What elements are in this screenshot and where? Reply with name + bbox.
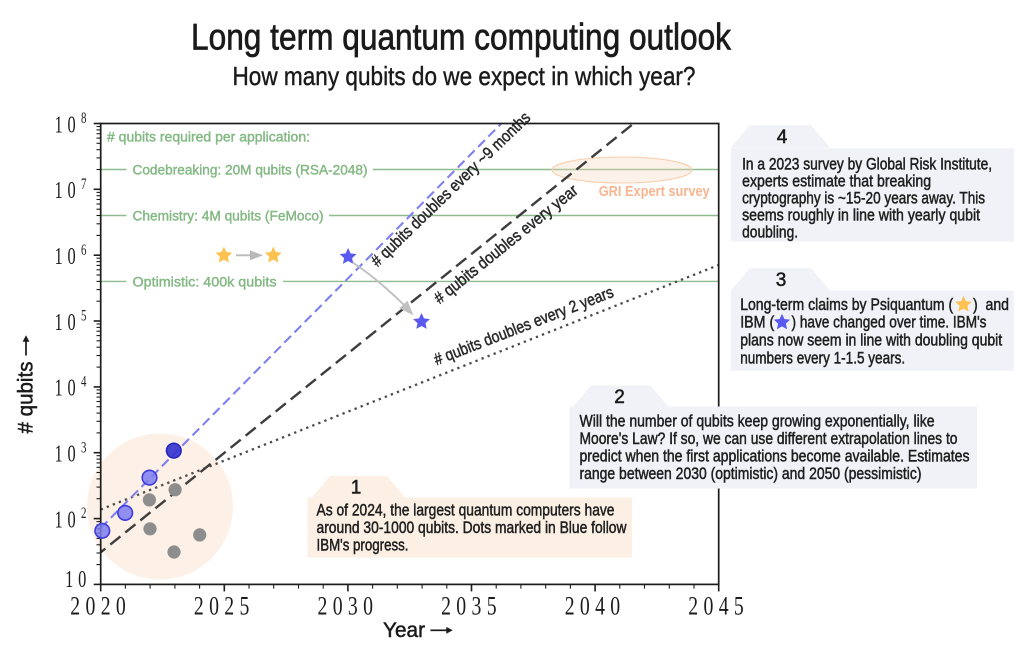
svg-text:1: 1: [351, 478, 362, 499]
svg-text:) have changed over time. IBM': ) have changed over time. IBM's: [792, 314, 987, 332]
svg-text:IBM (: IBM (: [740, 314, 774, 332]
svg-text:2020: 2020: [70, 591, 131, 620]
svg-text:cryptography is ~15-20 years a: cryptography is ~15-20 years away. This: [742, 190, 985, 208]
svg-text:Long term quantum computing ou: Long term quantum computing outlook: [191, 16, 731, 57]
svg-text:GRI Expert survey: GRI Expert survey: [599, 184, 710, 200]
svg-text:2040: 2040: [565, 591, 626, 620]
svg-text:) and: ) and: [973, 296, 1009, 314]
svg-text:How many qubits do we expect i: How many qubits do we expect in which ye…: [233, 61, 696, 91]
svg-text:2035: 2035: [441, 591, 502, 620]
svg-text:IBM's progress.: IBM's progress.: [317, 537, 409, 555]
svg-text:doubling.: doubling.: [742, 224, 798, 242]
svg-text:2030: 2030: [318, 591, 379, 620]
svg-text:As of 2024, the largest quantu: As of 2024, the largest quantum computer…: [317, 502, 615, 520]
svg-text:range between 2030 (optimistic: range between 2030 (optimistic) and 2050…: [580, 465, 922, 483]
svg-text:Long-term claims by Psiquantum: Long-term claims by Psiquantum (: [740, 296, 953, 314]
svg-text:10: 10: [65, 567, 91, 593]
svg-text:seems roughly in line with yea: seems roughly in line with yearly qubit: [742, 207, 980, 225]
svg-text:4: 4: [777, 127, 788, 148]
svg-text:2045: 2045: [688, 591, 749, 620]
svg-text:3: 3: [776, 270, 787, 291]
svg-text:Year: Year: [383, 619, 425, 642]
svg-text:In a 2023 survey by Global Ris: In a 2023 survey by Global Risk Institut…: [742, 155, 992, 173]
svg-text:Codebreaking: 20M qubits (RSA-: Codebreaking: 20M qubits (RSA-2048): [133, 163, 368, 178]
svg-text:experts estimate that breaking: experts estimate that breaking: [742, 172, 931, 190]
svg-text:plans now seem in line with do: plans now seem in line with doubling qub…: [740, 332, 1002, 350]
svg-text:2: 2: [614, 387, 625, 408]
svg-text:numbers every 1-1.5 years.: numbers every 1-1.5 years.: [740, 349, 905, 367]
svg-text:# qubits: # qubits: [15, 362, 38, 434]
svg-text:predict when the first applica: predict when the first applications beco…: [580, 448, 970, 466]
svg-text:Chemistry: 4M qubits (FeMoco): Chemistry: 4M qubits (FeMoco): [133, 209, 324, 224]
svg-text:2025: 2025: [194, 591, 255, 620]
svg-text:# qubits required per applicat: # qubits required per application:: [107, 129, 310, 144]
svg-text:Moore's Law? If so, we can use: Moore's Law? If so, we can use different…: [580, 430, 958, 448]
svg-text:around 30-1000 qubits. Dots ma: around 30-1000 qubits. Dots marked in Bl…: [317, 519, 627, 537]
svg-text:Optimistic: 400k qubits: Optimistic: 400k qubits: [133, 274, 277, 289]
svg-text:Will the number of qubits keep: Will the number of qubits keep growing e…: [580, 413, 935, 431]
